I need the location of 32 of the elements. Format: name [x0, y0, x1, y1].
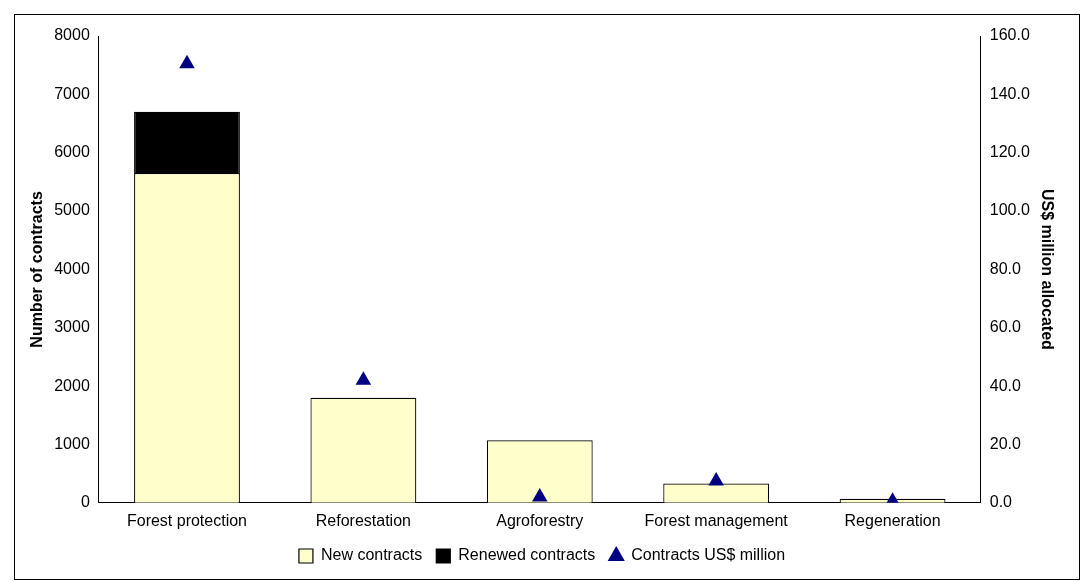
x-tick-label: Agroforestry	[496, 511, 584, 529]
y2-tick-label: 60.0	[989, 318, 1021, 336]
y2-tick-label: 120.0	[989, 143, 1030, 161]
y-tick-label: 7000	[54, 84, 90, 102]
x-tick-label: Forest protection	[126, 511, 248, 529]
y-tick-label: 6000	[54, 143, 90, 161]
y-tick-label: 2000	[54, 376, 90, 394]
y-tick-label: 5000	[54, 201, 90, 219]
point	[531, 487, 548, 502]
legend-label: Contracts US$ million	[631, 546, 786, 564]
legend-label: New contracts	[320, 546, 423, 564]
y-tick-label: 8000	[54, 26, 90, 44]
y2-tick-label: 20.0	[989, 434, 1021, 452]
x-tick-label: Forest management	[644, 511, 789, 529]
y2-tick-label: 0.0	[989, 493, 1013, 511]
y2-tick-label: 140.0	[989, 84, 1030, 102]
y-tick-label: 1000	[54, 434, 90, 452]
y-tick-label: 4000	[54, 259, 90, 277]
y-tick-label: 0	[80, 493, 90, 511]
point	[708, 471, 724, 486]
y2-axis-title: US$ million allocated	[1038, 188, 1056, 350]
point	[179, 54, 195, 69]
legend-label: Renewed contracts	[458, 546, 596, 564]
y2-tick-label: 40.0	[989, 376, 1021, 394]
y-axis-title: Number of contracts	[28, 191, 46, 348]
y2-tick-label: 100.0	[989, 201, 1030, 219]
y-tick-label: 3000	[54, 318, 90, 336]
y2-tick-label: 80.0	[989, 259, 1021, 277]
point	[355, 371, 372, 385]
x-tick-label: Regeneration	[844, 511, 941, 529]
x-tick-label: Reforestation	[315, 511, 411, 529]
y2-tick-label: 160.0	[989, 26, 1030, 44]
